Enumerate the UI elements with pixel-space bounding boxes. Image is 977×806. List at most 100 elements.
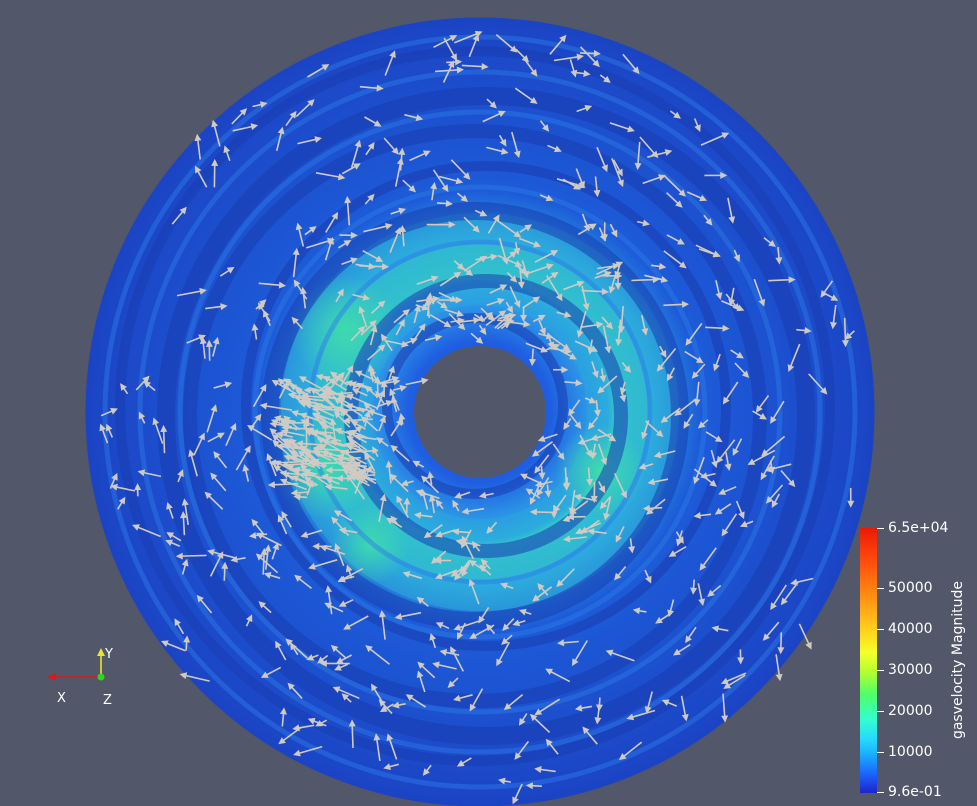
- velocity-arrow-glyph: [612, 159, 623, 177]
- velocity-arrow-glyph: [194, 133, 202, 160]
- velocity-arrow-glyph: [584, 397, 597, 404]
- velocity-arrow-glyph: [775, 654, 783, 682]
- scalar-bar-tick: [877, 629, 884, 630]
- velocity-arrow-glyph: [609, 122, 635, 133]
- velocity-arrow-glyph: [556, 311, 572, 318]
- velocity-arrow-glyph: [514, 740, 530, 760]
- velocity-arrow-glyph: [655, 613, 670, 624]
- velocity-arrow-glyph: [188, 449, 198, 477]
- velocity-arrow-glyph: [373, 733, 381, 762]
- velocity-arrow-glyph: [120, 383, 129, 395]
- velocity-arrow-glyph: [439, 271, 462, 287]
- velocity-arrow-glyph: [436, 300, 448, 309]
- velocity-arrow-glyph: [667, 599, 675, 618]
- velocity-arrow-glyph: [369, 368, 380, 385]
- velocity-arrow-glyph: [596, 146, 608, 173]
- velocity-arrow-glyph: [281, 419, 306, 427]
- velocity-arrow-glyph: [575, 70, 591, 78]
- velocity-arrow-glyph: [454, 560, 471, 581]
- velocity-arrow-glyph: [663, 174, 686, 197]
- velocity-arrow-glyph: [432, 169, 449, 193]
- velocity-arrow-glyph: [557, 639, 579, 647]
- velocity-arrow-glyph: [416, 670, 426, 693]
- velocity-arrow-glyph: [534, 766, 556, 773]
- velocity-arrow-glyph: [545, 738, 559, 755]
- velocity-arrow-glyph: [498, 312, 517, 320]
- scalar-bar-gradient: [860, 528, 877, 793]
- velocity-arrow-glyph: [760, 455, 775, 481]
- velocity-arrow-glyph: [260, 666, 282, 678]
- velocity-arrow-glyph: [183, 635, 191, 651]
- velocity-arrow-glyph: [303, 476, 319, 486]
- velocity-arrow-glyph: [595, 697, 603, 712]
- velocity-arrow-glyph: [413, 511, 433, 519]
- velocity-arrow-glyph: [720, 672, 747, 685]
- velocity-arrow-glyph: [699, 547, 717, 571]
- velocity-arrow-glyph: [666, 234, 685, 245]
- velocity-arrow-glyph: [730, 349, 744, 359]
- velocity-arrow-glyph: [448, 312, 466, 331]
- velocity-arrow-glyph: [376, 437, 389, 447]
- scalar-bar-tick: [877, 752, 884, 753]
- velocity-arrow-glyph: [300, 529, 323, 538]
- velocity-arrow-glyph: [765, 484, 784, 504]
- velocity-arrow-glyph: [99, 423, 109, 444]
- velocity-arrow-glyph: [313, 415, 334, 427]
- velocity-arrow-glyph: [615, 319, 623, 347]
- velocity-arrow-glyph: [138, 411, 146, 424]
- velocity-arrow-glyph: [770, 400, 785, 424]
- velocity-arrow-glyph: [415, 303, 430, 311]
- velocity-arrow-glyph: [171, 206, 187, 225]
- velocity-arrow-glyph: [335, 288, 344, 303]
- velocity-arrow-glyph: [518, 713, 528, 726]
- velocity-arrow-glyph: [514, 87, 538, 104]
- velocity-arrow-glyph: [478, 606, 490, 624]
- velocity-arrow-glyph: [339, 231, 358, 239]
- velocity-arrow-glyph: [403, 497, 411, 514]
- velocity-arrow-glyph: [312, 542, 332, 550]
- velocity-arrow-glyph: [364, 193, 375, 205]
- velocity-arrow-glyph: [312, 450, 341, 461]
- velocity-arrow-glyph: [602, 325, 612, 354]
- velocity-arrow-glyph: [470, 332, 484, 344]
- velocity-arrow-glyph: [166, 502, 174, 519]
- velocity-arrow-glyph: [364, 116, 382, 127]
- velocity-arrow-glyph: [264, 544, 272, 570]
- velocity-arrow-glyph: [416, 275, 439, 286]
- velocity-arrow-glyph: [593, 176, 601, 198]
- velocity-arrow-glyph: [110, 483, 136, 492]
- velocity-arrow-glyph: [242, 464, 250, 482]
- velocity-arrow-glyph: [230, 555, 246, 563]
- velocity-arrow-glyph: [281, 472, 314, 488]
- velocity-arrow-glyph: [534, 698, 561, 716]
- velocity-arrow-glyph: [496, 641, 511, 667]
- velocity-arrow-glyph: [591, 361, 599, 379]
- velocity-arrow-glyph: [683, 413, 694, 429]
- velocity-arrow-glyph: [339, 365, 354, 388]
- velocity-arrow-glyph: [666, 367, 676, 382]
- velocity-arrow-glyph: [205, 339, 213, 361]
- velocity-arrow-glyph: [346, 435, 368, 451]
- velocity-arrow-glyph: [461, 63, 489, 71]
- velocity-arrow-glyph: [434, 529, 456, 538]
- velocity-arrow-glyph: [737, 649, 745, 665]
- velocity-arrow-glyph: [152, 417, 164, 444]
- velocity-arrow-glyph: [710, 449, 718, 469]
- velocity-arrow-glyph: [304, 401, 333, 410]
- velocity-arrow-glyph: [547, 333, 555, 350]
- velocity-arrow-glyph: [453, 619, 482, 631]
- velocity-arrow-glyph: [359, 263, 390, 271]
- velocity-arrow-glyph: [721, 300, 745, 312]
- velocity-arrow-glyph: [134, 483, 142, 497]
- velocity-arrow-glyph: [452, 499, 460, 512]
- disk-hot-spot: [555, 425, 645, 515]
- velocity-arrow-glyph: [194, 165, 208, 188]
- velocity-arrow-glyph: [402, 179, 416, 193]
- velocity-arrow-glyph: [386, 733, 398, 760]
- disk-dark-ring: [115, 46, 835, 766]
- velocity-arrow-glyph: [577, 223, 597, 236]
- velocity-arrow-glyph: [269, 427, 293, 450]
- velocity-arrow-glyph: [553, 494, 567, 513]
